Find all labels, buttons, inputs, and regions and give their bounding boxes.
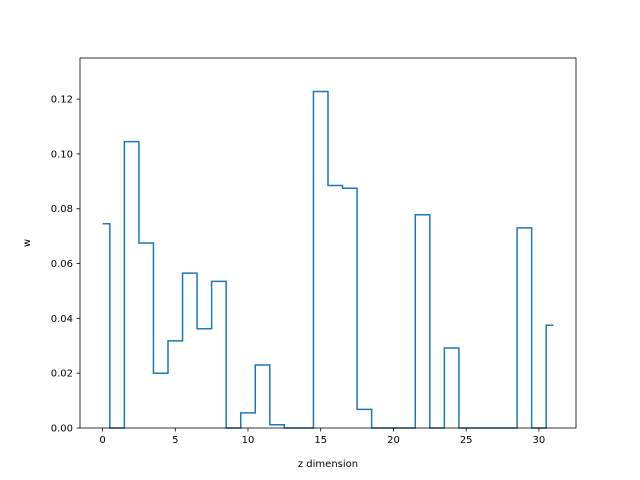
y-tick-label: 0.02 xyxy=(51,369,73,380)
y-tick-label: 0.04 xyxy=(51,314,73,325)
y-tick-label: 0.10 xyxy=(51,149,73,160)
y-axis-ticks: 0.00 0.02 0.04 0.06 0.08 0.10 0.12 xyxy=(51,95,80,435)
y-axis-label: w xyxy=(22,239,33,247)
y-tick-label: 0.08 xyxy=(51,204,73,215)
x-axis-label: z dimension xyxy=(298,459,358,470)
y-tick-label: 0.00 xyxy=(51,424,73,435)
x-tick-label: 5 xyxy=(172,435,178,446)
x-tick-label: 0 xyxy=(99,435,105,446)
x-tick-label: 15 xyxy=(314,435,327,446)
x-tick-label: 10 xyxy=(242,435,255,446)
x-axis-ticks: 0 5 10 15 20 25 30 xyxy=(99,428,545,446)
y-tick-label: 0.12 xyxy=(51,95,73,106)
x-tick-label: 20 xyxy=(387,435,400,446)
x-tick-label: 25 xyxy=(460,435,473,446)
axes-frame xyxy=(79,57,577,429)
x-tick-label: 30 xyxy=(533,435,546,446)
y-tick-label: 0.06 xyxy=(51,259,73,270)
